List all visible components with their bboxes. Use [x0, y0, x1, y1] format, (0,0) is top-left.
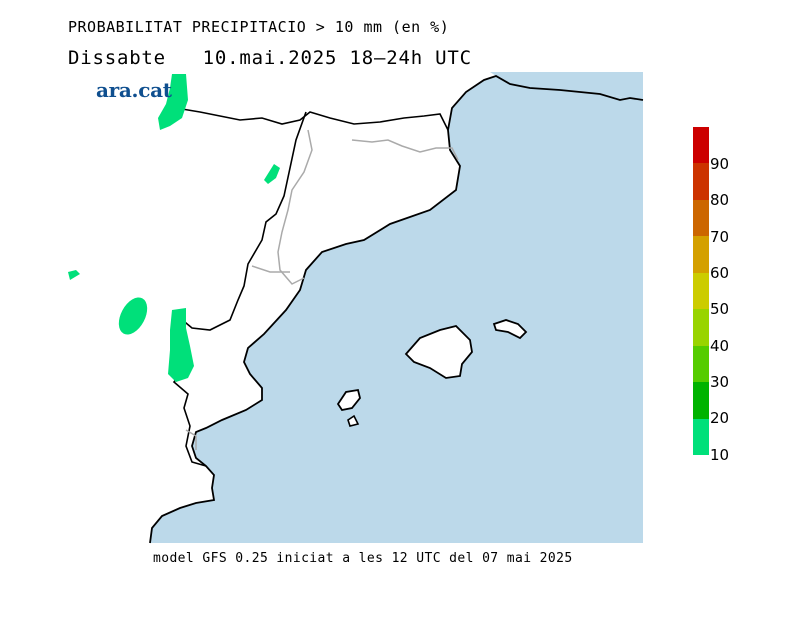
province-border	[351, 139, 459, 161]
menorca-island	[492, 319, 528, 340]
legend-label: 60	[710, 264, 730, 282]
legend-seg-50	[693, 273, 709, 309]
precip-area-pyrenees	[158, 74, 188, 130]
precip-area-ebro	[168, 308, 194, 382]
legend-seg-20	[693, 382, 709, 419]
legend-label: 20	[710, 409, 730, 427]
legend-seg-90plus	[693, 127, 709, 163]
legend-label: 90	[710, 155, 730, 173]
precip-area-edge	[68, 270, 80, 280]
eivissa-island	[336, 388, 361, 412]
precip-area-west	[118, 297, 148, 335]
legend-label: 40	[710, 337, 730, 355]
legend-label: 50	[710, 300, 730, 318]
aragon-border	[172, 111, 307, 467]
ara-cat-logo: ara.cat	[96, 78, 172, 102]
legend-seg-0	[693, 419, 709, 455]
model-footer: model GFS 0.25 iniciat a les 12 UTC del …	[153, 551, 573, 566]
map-title: PROBABILITAT PRECIPITACIO > 10 mm (en %)	[68, 18, 450, 36]
legend-seg-80	[693, 163, 709, 200]
mallorca-island	[404, 325, 473, 379]
legend-label: 10	[710, 446, 730, 464]
legend-seg-30	[693, 346, 709, 382]
legend-label: 80	[710, 191, 730, 209]
legend-seg-60	[693, 236, 709, 273]
legend-label: 30	[710, 373, 730, 391]
legend-seg-40	[693, 309, 709, 346]
province-border	[277, 129, 313, 285]
precip-area-small	[264, 164, 280, 184]
coastline	[149, 75, 644, 544]
province-border	[185, 429, 197, 450]
legend-seg-70	[693, 200, 709, 236]
province-border	[251, 265, 290, 273]
formentera-island	[347, 414, 360, 427]
sea-area	[150, 76, 643, 543]
map-subtitle: Dissabte 10.mai.2025 18—24h UTC	[68, 47, 472, 69]
legend-label: 70	[710, 228, 730, 246]
france-border	[175, 107, 449, 131]
sea-area-north	[490, 72, 643, 100]
